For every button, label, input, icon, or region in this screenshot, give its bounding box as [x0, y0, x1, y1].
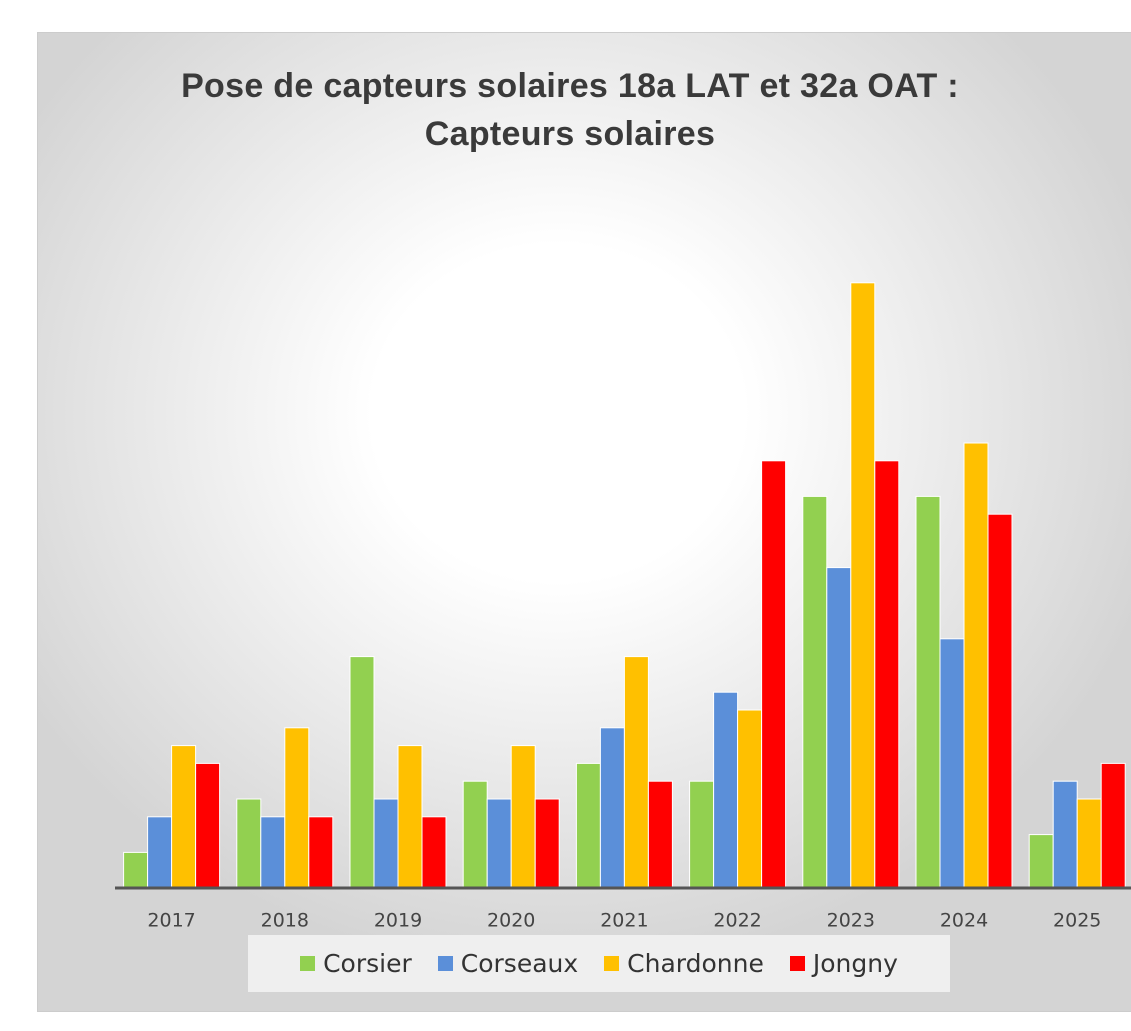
- x-tick-label: 2024: [940, 910, 988, 932]
- legend-label: Corsier: [323, 949, 412, 978]
- bar: [761, 460, 787, 889]
- legend-label: Corseaux: [460, 949, 579, 978]
- bar: [284, 727, 310, 889]
- bar: [826, 567, 852, 889]
- bar: [713, 691, 739, 889]
- bar: [575, 762, 601, 889]
- x-tick-label: 2023: [827, 910, 875, 932]
- bar: [599, 727, 625, 889]
- x-tick-label: 2025: [1053, 910, 1101, 932]
- bar: [486, 798, 512, 889]
- bar: [421, 816, 447, 889]
- bar: [534, 798, 560, 889]
- bar: [260, 816, 286, 889]
- bar: [963, 442, 989, 889]
- legend-swatch: [604, 956, 620, 971]
- bar: [939, 638, 965, 889]
- bar: [1076, 798, 1102, 889]
- bar: [397, 745, 423, 889]
- bar: [171, 745, 197, 889]
- bar: [462, 780, 488, 889]
- legend-item: Corsier: [300, 949, 412, 978]
- bar: [195, 762, 221, 889]
- bar: [874, 460, 900, 889]
- bar: [373, 798, 399, 889]
- bar: [850, 282, 876, 889]
- x-tick-label: 2017: [147, 910, 195, 932]
- legend-swatch: [789, 956, 805, 971]
- legend-swatch: [437, 956, 453, 971]
- bar: [915, 495, 941, 889]
- legend: Corsier Corseaux Chardonne Jongny: [248, 935, 950, 992]
- bar: [647, 780, 673, 889]
- bar: [123, 851, 149, 889]
- bar: [1052, 780, 1078, 889]
- bar: [1028, 834, 1054, 889]
- legend-swatch: [300, 956, 316, 971]
- bar: [349, 656, 375, 889]
- bar: [689, 780, 715, 889]
- legend-label: Chardonne: [627, 949, 764, 978]
- legend-item: Chardonne: [604, 949, 764, 978]
- bar: [308, 816, 334, 889]
- bar: [510, 745, 536, 889]
- x-tick-label: 2021: [600, 910, 648, 932]
- bar: [236, 798, 262, 889]
- x-tick-label: 2019: [374, 910, 422, 932]
- x-tick-label: 2020: [487, 910, 535, 932]
- bar: [623, 656, 649, 889]
- legend-item: Corseaux: [437, 949, 579, 978]
- x-tick-label: 2018: [261, 910, 309, 932]
- bar: [802, 495, 828, 889]
- bar: [987, 513, 1013, 889]
- bar: [1100, 762, 1126, 889]
- x-tick-label: 2022: [713, 910, 761, 932]
- bar: [737, 709, 763, 889]
- bar: [147, 816, 173, 889]
- chart-title: Pose de capteurs solaires 18a LAT et 32a…: [181, 67, 959, 153]
- legend-label: Jongny: [812, 949, 898, 978]
- legend-item: Jongny: [789, 949, 898, 978]
